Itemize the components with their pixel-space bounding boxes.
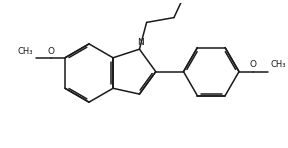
Text: O: O bbox=[249, 60, 256, 69]
Text: N: N bbox=[137, 38, 144, 47]
Text: O: O bbox=[48, 47, 55, 56]
Text: CH₃: CH₃ bbox=[271, 60, 286, 69]
Text: CH₃: CH₃ bbox=[18, 47, 33, 56]
